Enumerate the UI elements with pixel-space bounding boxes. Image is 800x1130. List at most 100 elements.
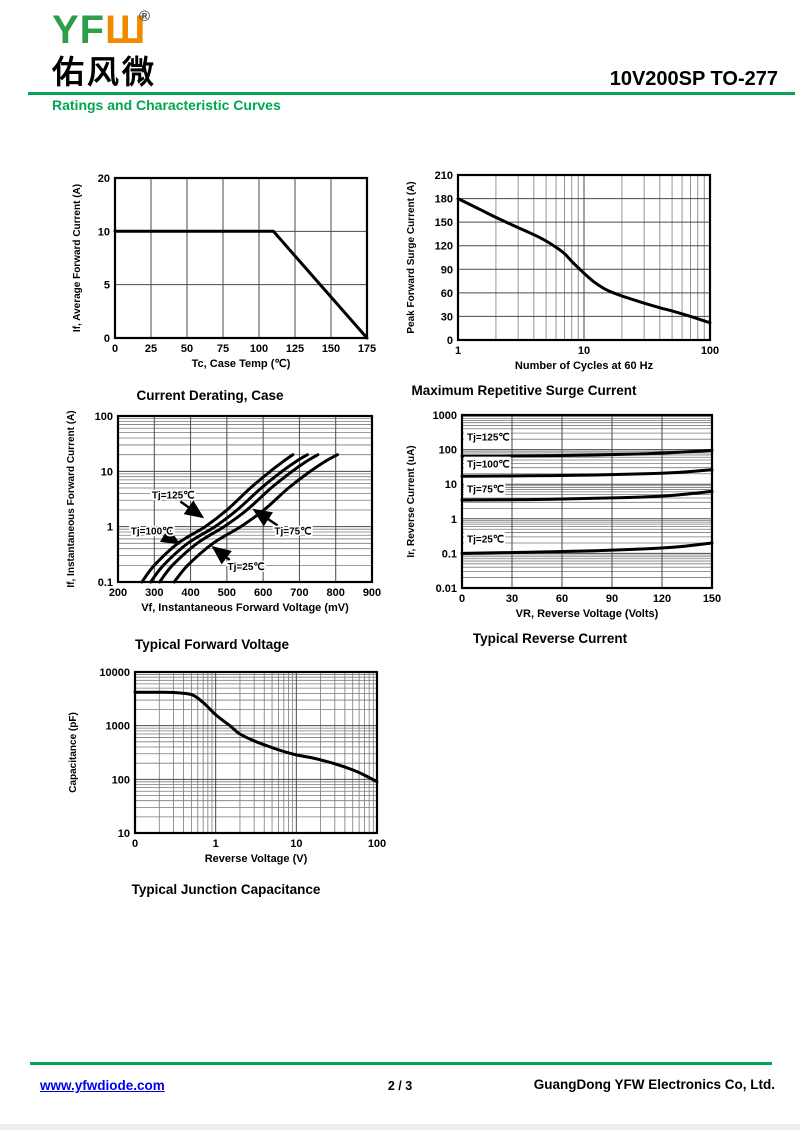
minor-gridlines xyxy=(135,672,377,833)
chart-title-reverse-current: Typical Reverse Current xyxy=(472,631,628,646)
curve-label-tj-75: Tj=75℃ xyxy=(467,485,504,496)
header-rule xyxy=(28,92,795,95)
chart-title-forward-voltage: Typical Forward Voltage xyxy=(134,637,290,652)
axis-ticks: 0 1 10 100 10 100 1000 10000 xyxy=(99,667,386,850)
registered-trademark-icon: ® xyxy=(139,8,151,25)
x-tick-label: 10 xyxy=(578,345,590,357)
x-tick-label: 0 xyxy=(132,838,138,850)
chart-reverse-current: Tj=125℃ Tj=100℃ Tj=75℃ Tj=25℃ 0 30 60 90 120 150 0… xyxy=(400,400,734,632)
section-title: Ratings and Characteristic Curves xyxy=(52,97,281,113)
axis-ticks: 0 30 60 90 120 150 0.01 0.1 1 10 100 1000 xyxy=(433,410,722,605)
chart-title-junction-capacitance: Typical Junction Capacitance xyxy=(131,882,321,897)
x-tick-label: 120 xyxy=(653,593,671,605)
x-axis-label: VR, Reverse Voltage (Volts) xyxy=(516,608,659,620)
x-axis-label: Tc, Case Temp (℃) xyxy=(192,358,291,370)
chart-junction-capacitance: 0 1 10 100 10 100 1000 10000 Reverse Voltage (V)… xyxy=(60,658,390,880)
y-axis-label: If, Average Forward Current (A) xyxy=(72,184,83,332)
chart-forward-voltage: Tj=125℃ Tj=100℃ Tj=75℃ Tj=25℃ 200 300 400 500 60… xyxy=(60,402,390,628)
y-tick-label: 1000 xyxy=(433,410,457,422)
y-tick-label: 150 xyxy=(435,217,453,229)
x-tick-label: 700 xyxy=(290,587,308,599)
y-tick-label: 60 xyxy=(441,288,453,300)
curve-tj-125 xyxy=(140,453,295,584)
curve-label-box xyxy=(464,531,505,546)
x-axis-label: Number of Cycles at 60 Hz xyxy=(515,360,654,372)
curve-if-average xyxy=(113,229,369,340)
y-axis-label: If, Instantaneous Forward Current (A) xyxy=(66,410,77,587)
major-gridlines xyxy=(114,177,368,339)
part-number: 10V200SP TO-277 xyxy=(609,68,778,90)
x-tick-label: 400 xyxy=(181,587,199,599)
curve-tj-25 xyxy=(460,541,714,555)
x-tick-label: 300 xyxy=(145,587,163,599)
chart-svg-forward-voltage: Tj=125℃ Tj=100℃ Tj=75℃ Tj=25℃ 200 300 400 500 60… xyxy=(66,410,382,614)
chart-current-derating: 0 25 50 75 100 125 150 175 0 5 10 20 Tc, Case Temp (… xyxy=(60,164,390,382)
curve-label-tj-125: Tj=125℃ xyxy=(152,491,195,502)
y-tick-label: 0.1 xyxy=(98,577,113,589)
x-tick-label: 100 xyxy=(368,838,386,850)
y-axis-label: Peak Forward Surge Current (A) xyxy=(406,181,417,333)
minor-gridlines xyxy=(495,175,705,340)
y-tick-label: 10 xyxy=(118,828,130,840)
curve-tj-75 xyxy=(158,453,320,584)
curve-cj xyxy=(133,690,379,784)
y-tick-label: 180 xyxy=(435,194,453,206)
x-tick-label: 1 xyxy=(455,345,461,357)
yfw-logo: YFШ xyxy=(52,10,146,50)
logo-yf-text: YF xyxy=(52,8,106,52)
x-tick-label: 175 xyxy=(358,343,376,355)
axis-ticks: 200 300 400 500 600 700 800 900 0.1 1 10 100 xyxy=(95,411,382,599)
website-link[interactable]: www.yfwdiode.com xyxy=(40,1078,165,1093)
logo-company-cn: 佑风微 xyxy=(52,54,158,90)
y-tick-label: 90 xyxy=(441,264,453,276)
x-tick-label: 25 xyxy=(145,343,157,355)
y-tick-label: 5 xyxy=(104,280,110,292)
curve-tj-100 xyxy=(149,453,309,584)
x-axis-label: Reverse Voltage (V) xyxy=(205,853,308,865)
plot-border xyxy=(113,176,369,340)
x-tick-label: 200 xyxy=(109,587,127,599)
y-tick-label: 120 xyxy=(435,241,453,253)
y-tick-label: 1 xyxy=(107,522,113,534)
curve-tj-75 xyxy=(460,489,714,502)
x-tick-label: 75 xyxy=(217,343,229,355)
y-tick-label: 10000 xyxy=(99,667,130,679)
y-tick-label: 1000 xyxy=(106,721,130,733)
curve-label-tj-100: Tj=100℃ xyxy=(467,460,510,471)
y-tick-label: 10 xyxy=(98,226,110,238)
y-tick-label: 210 xyxy=(435,170,453,182)
curve-label-tj-125: Tj=125℃ xyxy=(467,433,510,444)
x-tick-label: 0 xyxy=(459,593,465,605)
page-edge xyxy=(0,1124,800,1130)
curve-label-tj-25: Tj=25℃ xyxy=(228,562,265,573)
x-tick-label: 50 xyxy=(181,343,193,355)
x-tick-label: 800 xyxy=(327,587,345,599)
company-name: GuangDong YFW Electronics Co, Ltd. xyxy=(533,1077,775,1092)
chart-svg-reverse-current: Tj=125℃Tj=100℃Tj=75℃Tj=25℃0 30 60 90 120 1500… xyxy=(406,410,722,620)
major-gridlines xyxy=(134,671,378,834)
y-axis-label: Capacitance (pF) xyxy=(68,712,79,793)
curve-tj-100 xyxy=(460,468,714,478)
y-tick-label: 0 xyxy=(447,335,453,347)
curve-label-box xyxy=(464,481,505,496)
x-tick-label: 150 xyxy=(322,343,340,355)
curve-label-tj-100: Tj=100℃ xyxy=(131,526,174,537)
curve-tj-125 xyxy=(460,448,714,458)
y-tick-label: 0.01 xyxy=(436,583,457,595)
axis-ticks: 1 10 100 0 30 60 90 120 150 180 210 xyxy=(435,170,720,357)
y-tick-label: 0.1 xyxy=(442,548,457,560)
y-tick-label: 100 xyxy=(112,774,130,786)
page-indicator: 2 / 3 xyxy=(387,1079,413,1093)
x-tick-label: 30 xyxy=(506,593,518,605)
y-tick-label: 30 xyxy=(441,311,453,323)
chart-title-current-derating: Current Derating, Case xyxy=(136,388,284,403)
y-tick-label: 100 xyxy=(439,445,457,457)
chart-svg-junction-capacitance: 0 1 10 100 10 100 1000 10000 Reverse Voltage (V)… xyxy=(68,667,386,865)
chart-title-surge-current: Maximum Repetitive Surge Current xyxy=(411,383,637,398)
y-tick-label: 20 xyxy=(98,173,110,185)
y-tick-label: 100 xyxy=(95,411,113,423)
x-tick-label: 125 xyxy=(286,343,304,355)
curve-label-tj-75: Tj=75℃ xyxy=(274,526,311,537)
y-tick-label: 10 xyxy=(445,479,457,491)
